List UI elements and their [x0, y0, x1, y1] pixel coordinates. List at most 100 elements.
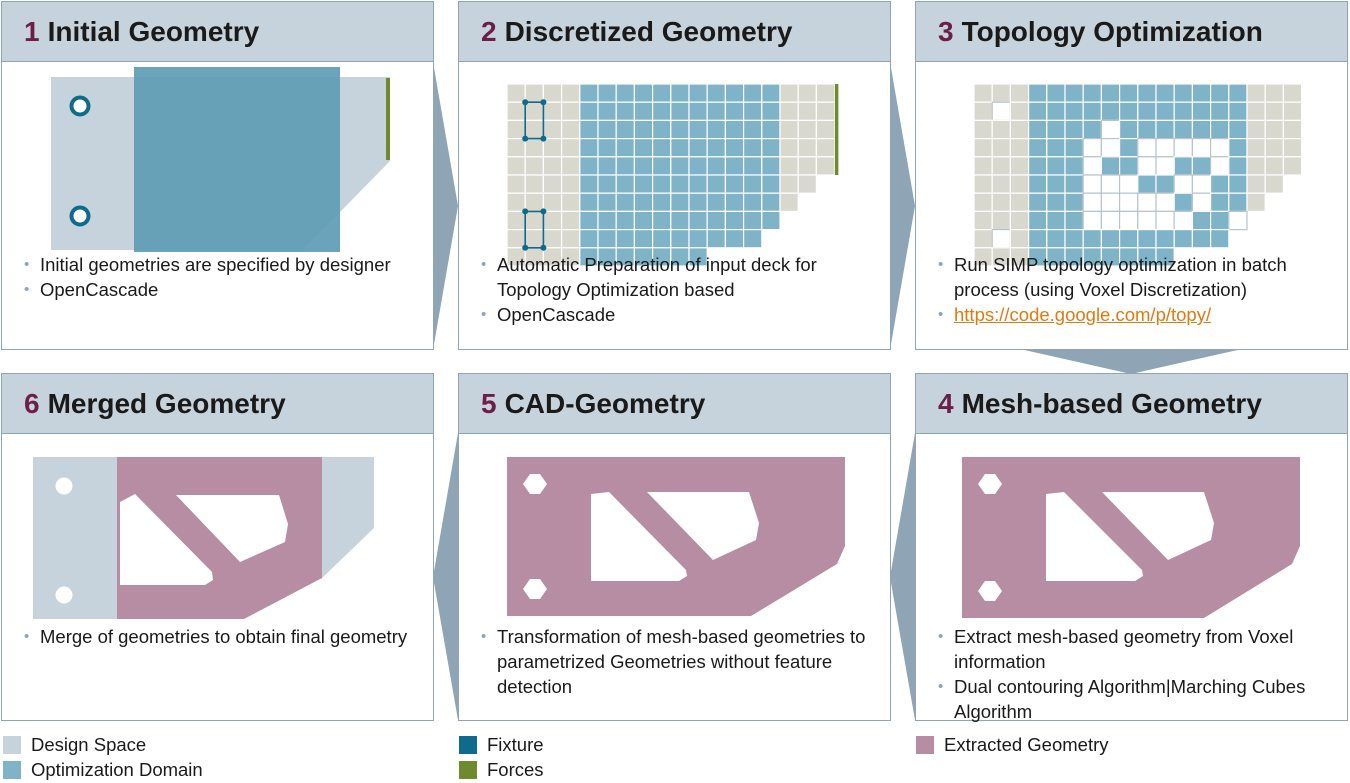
voxel-cell	[1173, 137, 1194, 158]
voxel-cell	[560, 83, 581, 103]
voxel-cell	[633, 229, 654, 249]
legend-swatch	[459, 736, 477, 754]
voxel-cell	[1264, 101, 1285, 122]
voxel-cell	[670, 210, 690, 231]
voxel-cell	[688, 192, 708, 212]
fixture-node	[540, 135, 547, 142]
bullet-item: Initial geometries are specified by desi…	[24, 252, 425, 277]
voxel-cell	[1191, 174, 1212, 194]
voxel-cell	[815, 156, 836, 176]
voxel-cell	[1210, 119, 1230, 140]
voxel-cell	[688, 210, 708, 231]
topy-link[interactable]: https://code.google.com/p/topy/	[954, 304, 1212, 325]
voxel-cell	[579, 119, 599, 140]
voxel-cell	[1155, 229, 1175, 249]
panel-mesh-based-geometry: 4 Mesh-based Geometry Extract mesh-based…	[915, 373, 1348, 724]
bullet-item: Run SIMP topology optimization in batch …	[938, 252, 1339, 302]
voxel-cell	[1119, 119, 1139, 140]
voxel-cell	[706, 156, 726, 176]
voxel-cell	[724, 156, 745, 176]
step-number: 6	[24, 387, 40, 419]
voxel-cell	[1246, 119, 1266, 140]
voxel-cell	[1082, 137, 1102, 158]
voxel-cell	[1137, 119, 1157, 140]
bullet-item: Transformation of mesh-based geometries …	[481, 624, 882, 699]
voxel-cell	[1282, 83, 1303, 103]
voxel-cell	[560, 137, 581, 158]
voxel-cell	[991, 156, 1011, 176]
voxel-cell	[1082, 229, 1102, 249]
bullet-item: Automatic Preparation of input deck for …	[481, 252, 882, 302]
voxel-cell	[670, 192, 690, 212]
voxel-cell	[1119, 101, 1139, 122]
voxel-cell	[1100, 192, 1121, 212]
voxel-cell	[524, 229, 544, 249]
step-number: 5	[481, 387, 497, 419]
bullet-list: Run SIMP topology optimization in batch …	[938, 252, 1339, 327]
voxel-cell	[724, 101, 745, 122]
voxel-grid-optimized	[973, 83, 1303, 267]
voxel-cell	[779, 137, 799, 158]
voxel-cell	[1155, 137, 1175, 158]
voxel-cell	[1100, 101, 1121, 122]
hole-top	[55, 477, 73, 495]
fixture-hole-bottom	[69, 205, 91, 227]
voxel-cell	[706, 174, 726, 194]
voxel-cell	[1228, 210, 1248, 231]
voxel-cell	[724, 83, 745, 103]
voxel-cell	[1064, 101, 1084, 122]
voxel-cell	[743, 192, 763, 212]
voxel-cell	[973, 156, 993, 176]
voxel-cell	[1082, 119, 1102, 140]
voxel-cell	[1137, 229, 1157, 249]
voxel-cell	[1155, 192, 1175, 212]
voxel-cell	[1119, 137, 1139, 158]
voxel-cell	[1064, 83, 1084, 103]
voxel-cell	[1137, 83, 1157, 103]
legend-label: Forces	[487, 759, 544, 780]
voxel-cell	[652, 229, 672, 249]
voxel-cell	[1064, 137, 1084, 158]
fixture-node	[540, 99, 547, 106]
voxel-cell	[1027, 210, 1048, 231]
voxel-cell	[1173, 210, 1194, 231]
voxel-cell	[615, 174, 635, 194]
voxel-cell	[1064, 119, 1084, 140]
voxel-cell	[1191, 210, 1212, 231]
legend-label: Optimization Domain	[31, 759, 203, 780]
voxel-cell	[688, 119, 708, 140]
voxel-cell	[1064, 210, 1084, 231]
voxel-cell	[1155, 210, 1175, 231]
voxel-cell	[597, 174, 617, 194]
voxel-cell	[652, 156, 672, 176]
voxel-cell	[1264, 119, 1285, 140]
voxel-cell	[815, 137, 836, 158]
voxel-cell	[506, 229, 526, 249]
voxel-cell	[743, 83, 763, 103]
mesh-geometry-figure	[962, 457, 1300, 618]
voxel-cell	[743, 156, 763, 176]
voxel-cell	[524, 83, 544, 103]
voxel-cell	[1173, 192, 1194, 212]
panel-header: 2 Discretized Geometry	[459, 2, 890, 62]
voxel-cell	[1228, 156, 1248, 176]
voxel-cell	[973, 83, 993, 103]
panel-title: Initial Geometry	[47, 15, 260, 47]
cad-part-shape	[507, 457, 845, 616]
bullet-list: Extract mesh-based geometry from Voxel i…	[938, 624, 1339, 724]
voxel-cell	[1100, 174, 1121, 194]
voxel-cell	[1246, 156, 1266, 176]
voxel-cell	[1155, 83, 1175, 103]
step-number: 3	[938, 15, 954, 47]
voxel-cell	[670, 156, 690, 176]
voxel-cell	[991, 137, 1011, 158]
voxel-cell	[1100, 137, 1121, 158]
hole-bottom	[55, 586, 73, 604]
panel-merged-geometry: 6 Merged Geometry Merge of geometries to…	[1, 373, 434, 721]
voxel-cell	[1173, 156, 1194, 176]
voxel-cell	[615, 137, 635, 158]
panel-title: Merged Geometry	[47, 387, 286, 419]
panel-title: CAD-Geometry	[504, 387, 706, 419]
legend-swatch	[459, 761, 477, 779]
voxel-cell	[973, 210, 993, 231]
